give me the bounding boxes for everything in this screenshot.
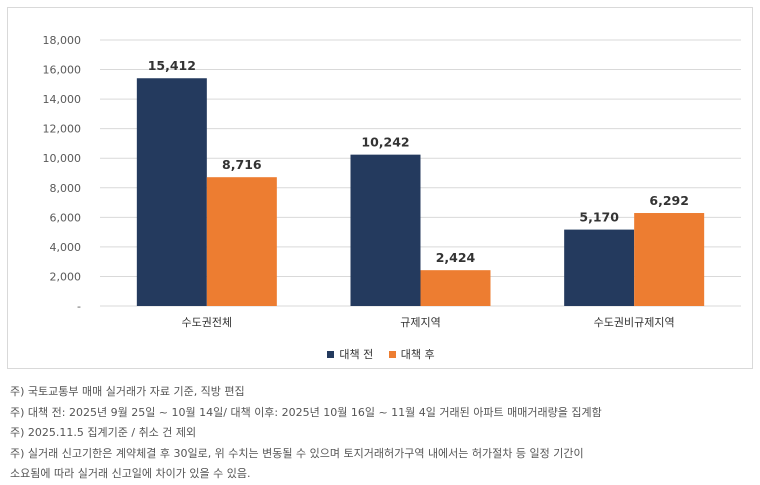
bar bbox=[564, 229, 635, 306]
footnote: 주) 2025.11.5 집계기준 / 취소 건 제외 bbox=[10, 426, 197, 439]
legend-item-after: 대책 후 bbox=[388, 346, 435, 362]
y-tick-label: 10,000 bbox=[43, 152, 82, 165]
data-label: 8,716 bbox=[222, 157, 262, 172]
bar bbox=[350, 154, 421, 306]
data-label: 15,412 bbox=[148, 58, 196, 73]
x-tick-label: 규제지역 bbox=[400, 316, 440, 329]
data-label: 10,242 bbox=[361, 135, 409, 150]
footnotes: 주) 국토교통부 매매 실거래가 자료 기준, 직방 편집 주) 대책 전: 2… bbox=[10, 382, 750, 485]
y-tick-label: 16,000 bbox=[43, 64, 82, 77]
bar bbox=[420, 270, 491, 306]
data-label: 6,292 bbox=[649, 193, 689, 208]
bar bbox=[634, 213, 705, 306]
y-tick-label: - bbox=[77, 300, 81, 313]
x-tick-label: 수도권비규제지역 bbox=[594, 316, 675, 329]
y-tick-label: 2,000 bbox=[50, 270, 82, 283]
y-tick-label: 18,000 bbox=[43, 34, 82, 47]
legend-label-before: 대책 전 bbox=[339, 348, 374, 361]
legend-label-after: 대책 후 bbox=[400, 348, 435, 361]
y-tick-label: 4,000 bbox=[50, 241, 82, 254]
footnote: 주) 대책 전: 2025년 9월 25일 ~ 10월 14일/ 대책 이후: … bbox=[10, 405, 602, 419]
legend-swatch-before bbox=[327, 350, 335, 358]
chart-frame: - 2,000 4,000 6,000 8,000 10,000 12,000 14,000 1… bbox=[7, 7, 753, 369]
footnote: 소요됨에 따라 실거래 신고일에 차이가 있을 수 있음. bbox=[10, 467, 251, 480]
bar-chart: - 2,000 4,000 6,000 8,000 10,000 12,000 14,000 1… bbox=[43, 34, 741, 329]
y-tick-label: 6,000 bbox=[50, 211, 82, 224]
y-tick-label: 8,000 bbox=[50, 182, 82, 195]
footnote: 주) 국토교통부 매매 실거래가 자료 기준, 직방 편집 bbox=[10, 385, 245, 398]
legend: 대책 전 대책 후 bbox=[8, 346, 754, 362]
data-label: 2,424 bbox=[436, 250, 476, 265]
legend-swatch-after bbox=[388, 350, 396, 358]
bar bbox=[206, 177, 277, 306]
x-tick-label: 수도권전체 bbox=[182, 316, 233, 329]
data-label: 5,170 bbox=[579, 210, 619, 225]
y-tick-label: 12,000 bbox=[43, 123, 82, 136]
legend-item-before: 대책 전 bbox=[327, 346, 373, 362]
footnote: 주) 실거래 신고기한은 계약체결 후 30일로, 위 수치는 변동될 수 있으… bbox=[10, 446, 584, 460]
y-tick-label: 14,000 bbox=[43, 93, 82, 106]
bar bbox=[136, 78, 207, 306]
